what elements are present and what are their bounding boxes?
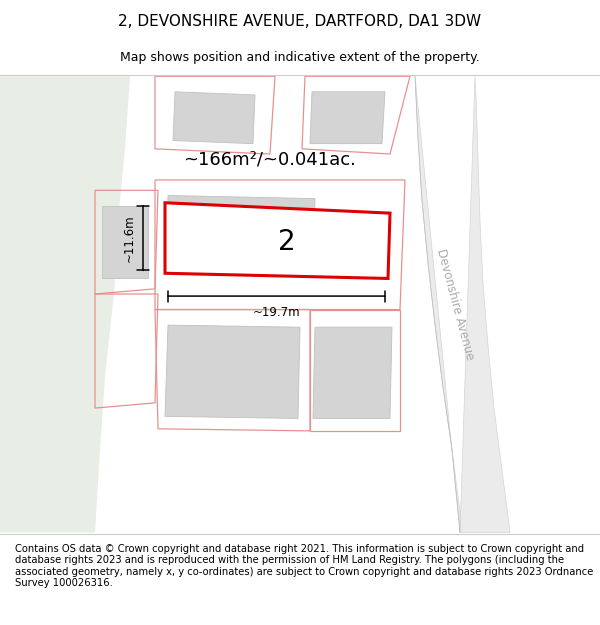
Text: ~19.7m: ~19.7m: [253, 306, 301, 319]
Polygon shape: [0, 76, 130, 532]
Polygon shape: [415, 76, 510, 532]
Polygon shape: [102, 206, 148, 279]
Polygon shape: [173, 92, 255, 144]
Polygon shape: [165, 325, 300, 419]
Text: 2, DEVONSHIRE AVENUE, DARTFORD, DA1 3DW: 2, DEVONSHIRE AVENUE, DARTFORD, DA1 3DW: [118, 14, 482, 29]
Text: Map shows position and indicative extent of the property.: Map shows position and indicative extent…: [120, 51, 480, 64]
Polygon shape: [165, 202, 390, 279]
Polygon shape: [166, 196, 315, 273]
Polygon shape: [313, 328, 392, 419]
Text: ~166m²/~0.041ac.: ~166m²/~0.041ac.: [184, 150, 356, 168]
Polygon shape: [310, 92, 385, 144]
Text: 2: 2: [278, 228, 296, 256]
Text: Contains OS data © Crown copyright and database right 2021. This information is : Contains OS data © Crown copyright and d…: [15, 544, 593, 588]
Text: ~11.6m: ~11.6m: [122, 214, 136, 262]
Text: Devonshire Avenue: Devonshire Avenue: [434, 248, 476, 361]
